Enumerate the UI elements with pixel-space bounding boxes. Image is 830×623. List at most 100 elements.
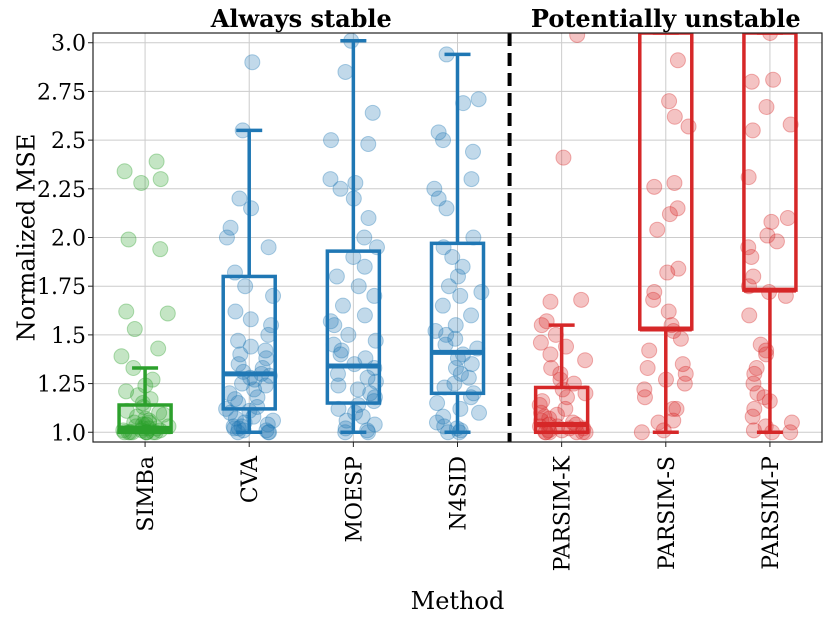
data-point	[426, 180, 443, 197]
data-point	[366, 416, 383, 433]
data-point	[676, 375, 693, 392]
data-point	[243, 200, 260, 217]
data-point	[680, 118, 697, 135]
data-point	[446, 375, 463, 392]
data-point	[674, 356, 691, 373]
data-point	[471, 404, 488, 421]
group-title-always-stable: Always stable	[210, 4, 392, 33]
y-tick-label: 2.75	[37, 80, 86, 105]
data-point	[633, 424, 650, 441]
data-point	[436, 418, 453, 435]
data-point	[356, 307, 373, 324]
data-point	[748, 359, 765, 376]
data-point	[340, 326, 357, 343]
data-point	[645, 291, 662, 308]
box-iqr	[117, 403, 173, 435]
data-point	[347, 174, 364, 191]
data-point	[230, 332, 247, 349]
data-point	[763, 213, 780, 230]
data-point	[783, 414, 800, 431]
x-axis-label: Method	[411, 587, 505, 615]
y-tick-label: 3.0	[51, 32, 86, 57]
x-tick-label: PARSIM-K	[551, 455, 576, 571]
data-point	[257, 377, 274, 394]
data-point	[258, 422, 275, 439]
data-point	[440, 278, 457, 295]
data-point	[454, 258, 471, 275]
data-point	[660, 303, 677, 320]
data-point	[641, 342, 658, 359]
y-tick-label: 1.75	[37, 275, 86, 300]
y-axis-label: Normalized MSE	[13, 134, 41, 342]
data-point	[741, 307, 758, 324]
data-point	[244, 54, 261, 71]
data-point	[359, 369, 376, 386]
data-point	[745, 268, 762, 285]
data-point	[260, 239, 277, 256]
data-point	[237, 278, 254, 295]
data-point	[782, 424, 799, 441]
data-point	[428, 414, 445, 431]
x-axis-ticks: SIMBa CVA MOESP N4SID PARSIM-K PARSIM-S PARSIM…	[134, 442, 784, 571]
data-point	[150, 340, 167, 357]
data-point	[449, 268, 466, 285]
data-point	[235, 422, 252, 439]
data-point	[435, 132, 452, 149]
data-point	[666, 174, 683, 191]
data-point	[743, 73, 760, 90]
data-point	[356, 229, 373, 246]
data-point	[745, 375, 762, 392]
data-point	[227, 303, 244, 320]
y-tick-label: 1.5	[51, 324, 86, 349]
data-point	[743, 248, 760, 265]
data-point	[444, 248, 461, 265]
data-point	[116, 163, 133, 180]
data-point	[242, 311, 259, 328]
data-point	[332, 180, 349, 197]
data-point	[265, 287, 282, 304]
data-point	[152, 171, 169, 188]
box-iqr	[221, 274, 277, 411]
data-point	[463, 356, 480, 373]
data-point	[542, 293, 559, 310]
data-point	[259, 416, 276, 433]
data-point	[569, 33, 586, 43]
data-point	[762, 33, 779, 41]
data-point	[360, 136, 377, 153]
data-point	[543, 359, 560, 376]
data-point	[646, 284, 663, 301]
data-point	[349, 381, 366, 398]
x-tick-label: PARSIM-S	[655, 456, 680, 570]
data-point	[113, 348, 130, 365]
data-point	[749, 385, 766, 402]
data-point	[264, 412, 281, 429]
data-point	[430, 124, 447, 141]
data-point	[333, 342, 350, 359]
x-tick-label: PARSIM-P	[759, 456, 784, 570]
data-point	[257, 342, 274, 359]
data-point	[126, 321, 143, 338]
data-point	[249, 389, 266, 406]
data-point	[129, 408, 146, 425]
data-point	[639, 359, 656, 376]
x-tick-label: SIMBa	[134, 456, 159, 532]
y-tick-label: 2.25	[37, 178, 86, 203]
data-point	[437, 336, 454, 353]
data-point	[759, 227, 776, 244]
data-point	[636, 389, 653, 406]
data-point	[473, 284, 490, 301]
data-point	[447, 317, 464, 334]
data-point	[669, 200, 686, 217]
data-point	[430, 190, 447, 207]
data-point	[668, 400, 685, 417]
y-tick-label: 2.0	[51, 227, 86, 252]
data-point	[768, 233, 785, 250]
data-point	[227, 410, 244, 427]
y-tick-label: 1.0	[51, 421, 86, 446]
data-point	[438, 200, 455, 217]
box-iqr	[533, 385, 590, 435]
data-point	[232, 346, 249, 363]
data-point	[746, 400, 763, 417]
data-point	[354, 408, 371, 425]
